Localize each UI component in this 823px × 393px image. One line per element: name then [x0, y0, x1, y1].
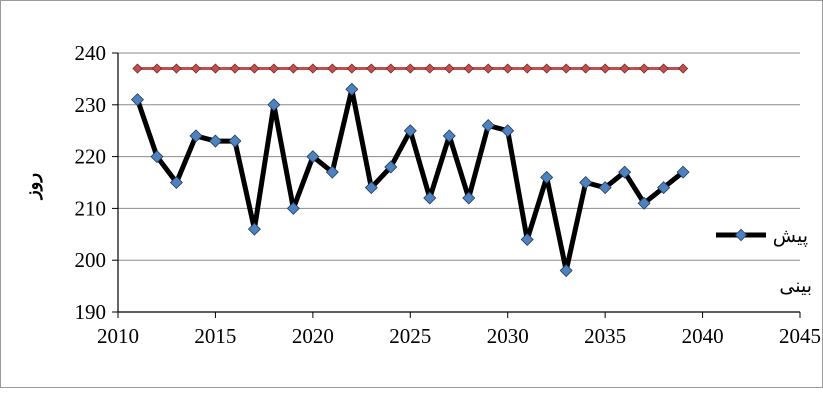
reference-point — [463, 63, 474, 74]
reference-point — [210, 63, 221, 74]
reference-point — [366, 63, 377, 74]
forecast-point — [169, 175, 183, 190]
reference-point — [288, 63, 299, 74]
forecast-point — [618, 165, 632, 179]
y-tick-label: 210 — [75, 196, 107, 220]
forecast-point — [306, 150, 320, 164]
series-line-forecast — [135, 86, 686, 274]
forecast-point — [384, 160, 398, 174]
x-tick-label: 2010 — [97, 324, 139, 348]
reference-point — [385, 63, 396, 74]
forecast-point — [130, 93, 144, 107]
forecast-point — [423, 191, 437, 205]
forecast-point — [481, 119, 495, 133]
forecast-point — [267, 98, 281, 112]
forecast-point — [579, 175, 593, 190]
forecast-point — [520, 232, 534, 246]
forecast-point — [540, 170, 554, 184]
reference-point — [483, 63, 494, 74]
reference-point — [307, 63, 318, 74]
forecast-point — [345, 82, 359, 96]
legend: پیش بینی — [716, 226, 812, 297]
forecast-point — [676, 165, 690, 179]
x-tick-label: 2040 — [682, 324, 724, 348]
x-tick-label: 2015 — [194, 324, 236, 348]
forecast-point — [442, 129, 456, 143]
forecast-point — [150, 150, 164, 164]
reference-point — [619, 63, 630, 74]
x-tick-label: 2045 — [779, 324, 821, 348]
y-axis-label: روز — [22, 173, 43, 201]
reference-point — [522, 63, 533, 74]
reference-point — [346, 63, 357, 74]
forecast-point — [189, 129, 203, 143]
reference-point — [132, 63, 143, 74]
forecast-point — [637, 196, 651, 210]
forecast-point — [559, 264, 573, 278]
forecast-point — [286, 201, 300, 215]
y-tick-label: 240 — [75, 41, 107, 65]
reference-point — [424, 63, 435, 74]
reference-point — [171, 63, 182, 74]
x-tick-labels: 2010 2015 2020 2025 2030 2035 2040 2045 — [97, 312, 821, 348]
x-tick-label: 2035 — [584, 324, 626, 348]
y-tick-label: 190 — [75, 300, 107, 324]
legend-label-line1: پیش — [773, 226, 808, 247]
gridlines — [118, 52, 800, 261]
reference-point — [190, 63, 202, 74]
y-tick-label: 230 — [75, 93, 107, 117]
reference-point — [249, 63, 260, 74]
reference-point — [268, 63, 279, 74]
reference-point — [405, 63, 416, 74]
reference-point — [502, 63, 513, 74]
reference-point — [327, 63, 338, 74]
forecast-point — [462, 191, 476, 205]
series-layer — [130, 63, 690, 278]
axes — [117, 53, 800, 313]
x-tick-label: 2020 — [292, 324, 334, 348]
reference-point — [541, 63, 552, 74]
forecast-point — [364, 181, 378, 195]
reference-point — [151, 63, 163, 74]
forecast-point — [598, 181, 612, 195]
forecast-point — [247, 222, 261, 236]
reference-point — [229, 63, 241, 74]
reference-point — [639, 63, 650, 74]
forecast-point — [325, 165, 339, 179]
reference-point — [658, 63, 669, 74]
reference-point — [580, 63, 591, 74]
y-tick-label: 220 — [75, 145, 107, 169]
forecast-point — [403, 124, 417, 138]
x-tick-label: 2025 — [389, 324, 431, 348]
forecast-point — [657, 181, 671, 195]
y-tick-label: 200 — [75, 248, 107, 272]
y-tick-labels: 190 200 210 220 230 240 — [75, 41, 118, 324]
forecast-point — [228, 134, 242, 148]
reference-point — [444, 63, 455, 74]
forecast-point — [501, 124, 515, 138]
reference-point — [677, 63, 689, 74]
legend-label-line2: بینی — [779, 276, 812, 297]
x-tick-label: 2030 — [487, 324, 529, 348]
reference-point — [600, 63, 611, 74]
reference-point — [561, 63, 572, 74]
forecast-point — [208, 134, 222, 148]
legend-swatch-marker — [734, 228, 748, 242]
